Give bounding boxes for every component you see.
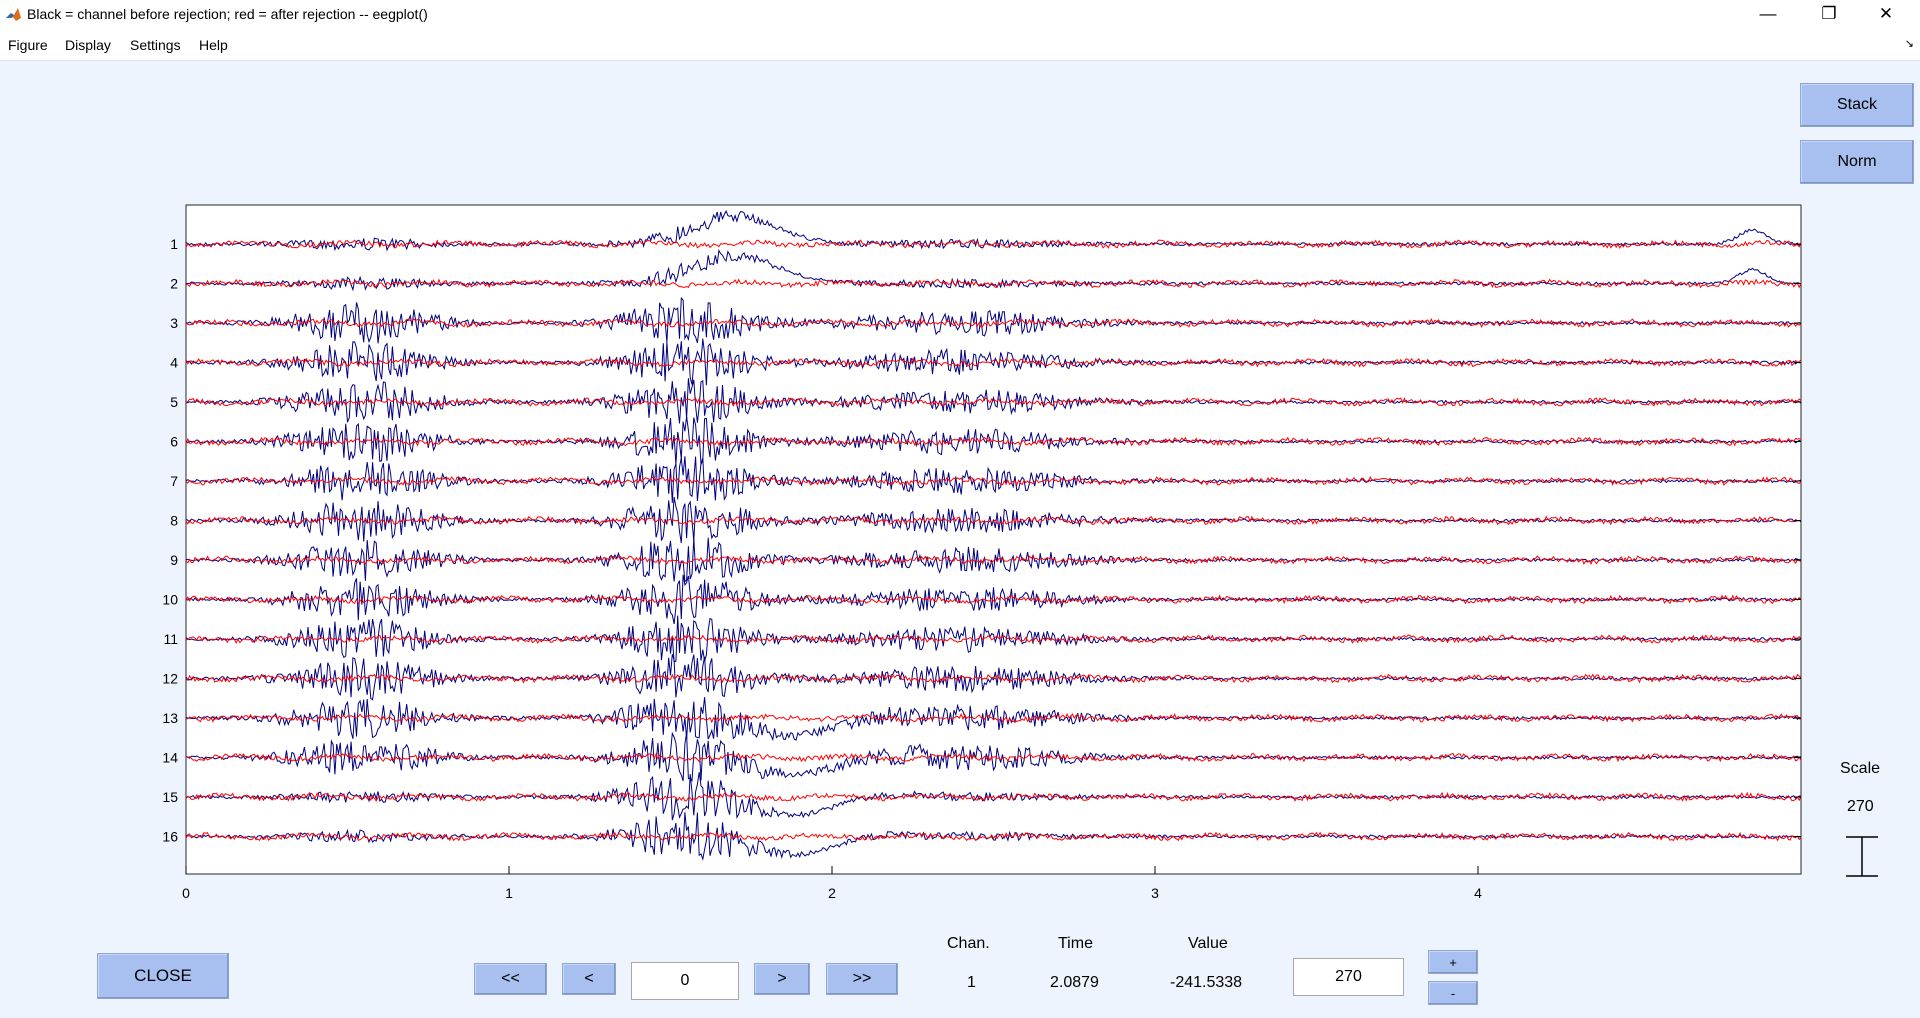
trace-before-ch6	[185, 416, 1802, 465]
channel-label-15: 15	[162, 789, 178, 805]
value-label: Value	[1188, 935, 1228, 952]
channel-label-7: 7	[170, 473, 178, 489]
trace-after-ch14	[185, 752, 1802, 763]
window-title: Black = channel before rejection; red = …	[27, 6, 428, 22]
channel-label-10: 10	[162, 592, 178, 608]
channel-label-16: 16	[162, 829, 178, 845]
channel-label-6: 6	[170, 434, 178, 450]
trace-after-ch1	[185, 239, 1802, 249]
channel-label-12: 12	[162, 671, 178, 687]
scale-label: Scale	[1840, 760, 1881, 777]
trace-after-ch8	[185, 515, 1802, 526]
trace-after-ch5	[185, 397, 1802, 407]
channel-label-8: 8	[170, 513, 178, 529]
channel-label-14: 14	[162, 750, 178, 766]
trace-after-ch3	[185, 318, 1802, 329]
channel-label-5: 5	[170, 394, 178, 410]
scale-decrease-button[interactable]: -	[1428, 981, 1478, 1005]
scale-increase-button[interactable]: +	[1428, 950, 1478, 974]
plot-area	[185, 204, 1802, 875]
trace-after-ch7	[185, 475, 1802, 487]
channel-label-2: 2	[170, 276, 178, 292]
menu-help[interactable]: Help	[199, 37, 228, 53]
trace-before-ch2	[185, 248, 1802, 292]
trace-before-ch3	[185, 297, 1802, 344]
menu-settings[interactable]: Settings	[130, 37, 181, 53]
trace-after-ch13	[185, 712, 1802, 724]
channel-label-13: 13	[162, 710, 178, 726]
trace-before-ch1	[185, 209, 1802, 252]
stack-button[interactable]: Stack	[1800, 83, 1914, 127]
time-value: 2.0879	[1050, 974, 1099, 991]
matlab-icon	[5, 6, 22, 23]
trace-after-ch15	[185, 791, 1802, 802]
trace-before-ch10	[185, 574, 1802, 625]
x-tick-label-3: 3	[1151, 885, 1159, 901]
first-button[interactable]: <<	[474, 963, 547, 995]
norm-button[interactable]: Norm	[1800, 140, 1914, 184]
next-button[interactable]: >	[754, 963, 810, 995]
x-tick-label-2: 2	[828, 885, 836, 901]
trace-before-ch13	[185, 697, 1802, 742]
trace-before-ch11	[185, 615, 1802, 662]
menu-figure[interactable]: Figure	[8, 37, 48, 53]
x-tick-label-0: 0	[182, 885, 190, 901]
restore-button[interactable]: ❐	[1821, 4, 1837, 23]
chan-value: 1	[967, 974, 976, 991]
trace-after-ch9	[185, 555, 1802, 566]
title-bar: Black = channel before rejection; red = …	[0, 0, 1920, 28]
x-tick-label-4: 4	[1474, 885, 1482, 901]
trace-before-ch15	[185, 772, 1802, 821]
trace-after-ch16	[185, 831, 1802, 842]
channel-label-3: 3	[170, 315, 178, 331]
channel-label-1: 1	[170, 236, 178, 252]
trace-after-ch4	[185, 357, 1802, 368]
scale-bar	[1846, 836, 1878, 877]
prev-button[interactable]: <	[562, 963, 616, 995]
eeg-traces	[185, 209, 1802, 862]
chan-label: Chan.	[947, 935, 990, 952]
time-axis: 0 1 2 3 4	[182, 866, 1482, 901]
channel-label-4: 4	[170, 355, 178, 371]
scale-input[interactable]: 270	[1293, 958, 1404, 996]
time-label: Time	[1058, 935, 1093, 952]
close-window-button[interactable]: ✕	[1878, 4, 1894, 23]
trace-after-ch6	[185, 436, 1802, 447]
value-value: -241.5338	[1170, 974, 1243, 991]
trace-after-ch12	[185, 673, 1802, 684]
channel-label-9: 9	[170, 552, 178, 568]
menu-bar: Figure Display Settings Help ↘	[0, 28, 1920, 61]
position-input[interactable]: 0	[631, 962, 739, 1000]
x-tick-label-1: 1	[505, 885, 513, 901]
channel-label-11: 11	[163, 631, 178, 647]
trace-after-ch10	[185, 594, 1802, 605]
menu-display[interactable]: Display	[65, 37, 111, 53]
trace-after-ch2	[185, 278, 1802, 289]
minimize-button[interactable]: —	[1759, 4, 1777, 23]
trace-after-ch11	[185, 634, 1802, 644]
last-button[interactable]: >>	[826, 963, 898, 995]
close-button[interactable]: CLOSE	[97, 953, 229, 999]
dock-arrow-icon[interactable]: ↘	[1904, 38, 1914, 50]
scale-value: 270	[1847, 798, 1874, 815]
trace-before-ch16	[185, 812, 1802, 862]
